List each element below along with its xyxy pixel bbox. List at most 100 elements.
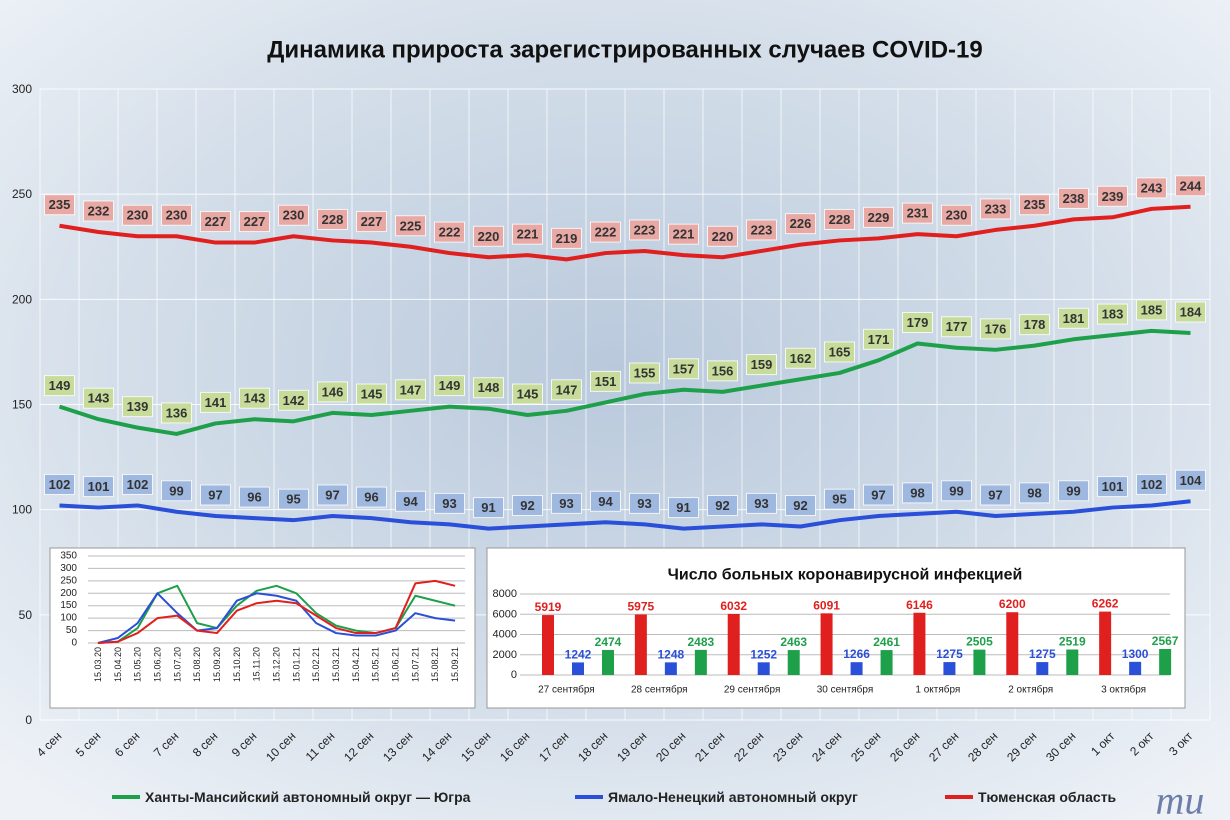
bar <box>634 614 647 675</box>
label-box <box>902 202 933 224</box>
data-label: 104 <box>1180 473 1202 488</box>
bar <box>757 662 770 675</box>
data-label: 6146 <box>906 598 933 612</box>
label-box <box>1136 473 1167 495</box>
data-label: 1275 <box>1029 647 1056 661</box>
data-label: 228 <box>829 212 851 227</box>
label-box <box>1058 307 1089 329</box>
y-tick-label: 300 <box>60 563 77 574</box>
label-box <box>1097 185 1128 207</box>
data-label: 178 <box>1024 317 1046 332</box>
label-box <box>863 484 894 506</box>
bar <box>727 613 740 675</box>
data-label: 92 <box>520 498 534 513</box>
data-label: 97 <box>871 487 885 502</box>
label-box <box>1136 177 1167 199</box>
legend-label: Тюменская область <box>978 789 1117 805</box>
bar <box>1066 649 1079 675</box>
label-box <box>980 484 1011 506</box>
bar <box>1036 662 1049 675</box>
data-label: 93 <box>754 496 768 511</box>
label-box <box>863 206 894 228</box>
label-box <box>980 198 1011 220</box>
label-box <box>1019 314 1050 336</box>
x-tick-label: 15.11.20 <box>252 647 262 681</box>
data-label: 141 <box>205 395 227 410</box>
label-box <box>317 484 348 506</box>
label-box <box>941 316 972 338</box>
bar <box>664 662 677 675</box>
data-label: 97 <box>208 487 222 502</box>
label-box <box>629 362 660 384</box>
chart-title: Динамика прироста зарегистрированных слу… <box>267 37 982 64</box>
y-tick-label: 250 <box>12 187 32 201</box>
y-tick-label: 0 <box>71 638 77 649</box>
y-tick-label: 6000 <box>493 608 517 620</box>
x-tick-label: 1 октября <box>915 684 960 696</box>
data-label: 233 <box>985 201 1007 216</box>
y-tick-label: 0 <box>25 713 32 727</box>
data-label: 146 <box>322 384 344 399</box>
label-box <box>83 476 114 498</box>
data-label: 220 <box>712 229 734 244</box>
x-tick-label: 15.06.21 <box>391 647 401 682</box>
data-label: 1248 <box>658 647 685 661</box>
data-label: 148 <box>478 380 500 395</box>
x-tick-label: 3 октября <box>1101 684 1146 696</box>
data-label: 221 <box>517 227 539 242</box>
panel <box>486 547 1186 709</box>
label-box <box>83 200 114 222</box>
data-label: 156 <box>712 363 734 378</box>
y-tick-label: 50 <box>19 608 33 622</box>
data-label: 155 <box>634 365 656 380</box>
label-box <box>785 494 816 516</box>
label-box <box>1019 194 1050 216</box>
bar <box>850 662 863 675</box>
data-label: 91 <box>481 500 495 515</box>
label-box <box>317 381 348 403</box>
data-label: 220 <box>478 229 500 244</box>
label-box <box>356 211 387 233</box>
data-label: 185 <box>1141 302 1163 317</box>
data-label: 177 <box>946 319 968 334</box>
y-tick-label: 50 <box>66 625 78 636</box>
label-box <box>473 377 504 399</box>
label-box <box>551 492 582 514</box>
data-label: 151 <box>595 374 617 389</box>
label-box <box>122 396 153 418</box>
label-box <box>824 208 855 230</box>
label-box <box>161 402 192 424</box>
label-box <box>824 341 855 363</box>
data-label: 96 <box>247 490 261 505</box>
label-box <box>356 486 387 508</box>
y-tick-label: 100 <box>60 613 77 624</box>
label-box <box>434 375 465 397</box>
bar <box>913 612 926 675</box>
data-label: 221 <box>673 227 695 242</box>
x-tick-label: 27 сентября <box>538 684 595 696</box>
label-box <box>278 389 309 411</box>
data-label: 1266 <box>843 647 870 661</box>
bar <box>820 613 833 675</box>
data-label: 143 <box>88 391 110 406</box>
x-tick-label: 28 сентября <box>631 684 688 696</box>
data-label: 2567 <box>1152 634 1179 648</box>
data-label: 2483 <box>688 635 715 649</box>
data-label: 139 <box>127 399 149 414</box>
x-tick-label: 29 сентября <box>724 684 781 696</box>
label-box <box>239 211 270 233</box>
series-line <box>97 579 456 644</box>
data-label: 6091 <box>813 598 840 612</box>
data-label: 92 <box>715 498 729 513</box>
bar <box>694 649 707 675</box>
x-tick-label: 30 сентября <box>817 684 874 696</box>
data-label: 92 <box>793 498 807 513</box>
label-box <box>746 492 777 514</box>
data-label: 143 <box>244 391 266 406</box>
label-box <box>629 492 660 514</box>
data-label: 102 <box>127 477 149 492</box>
data-label: 244 <box>1180 178 1202 193</box>
data-label: 145 <box>517 387 539 402</box>
bar <box>1159 649 1172 675</box>
